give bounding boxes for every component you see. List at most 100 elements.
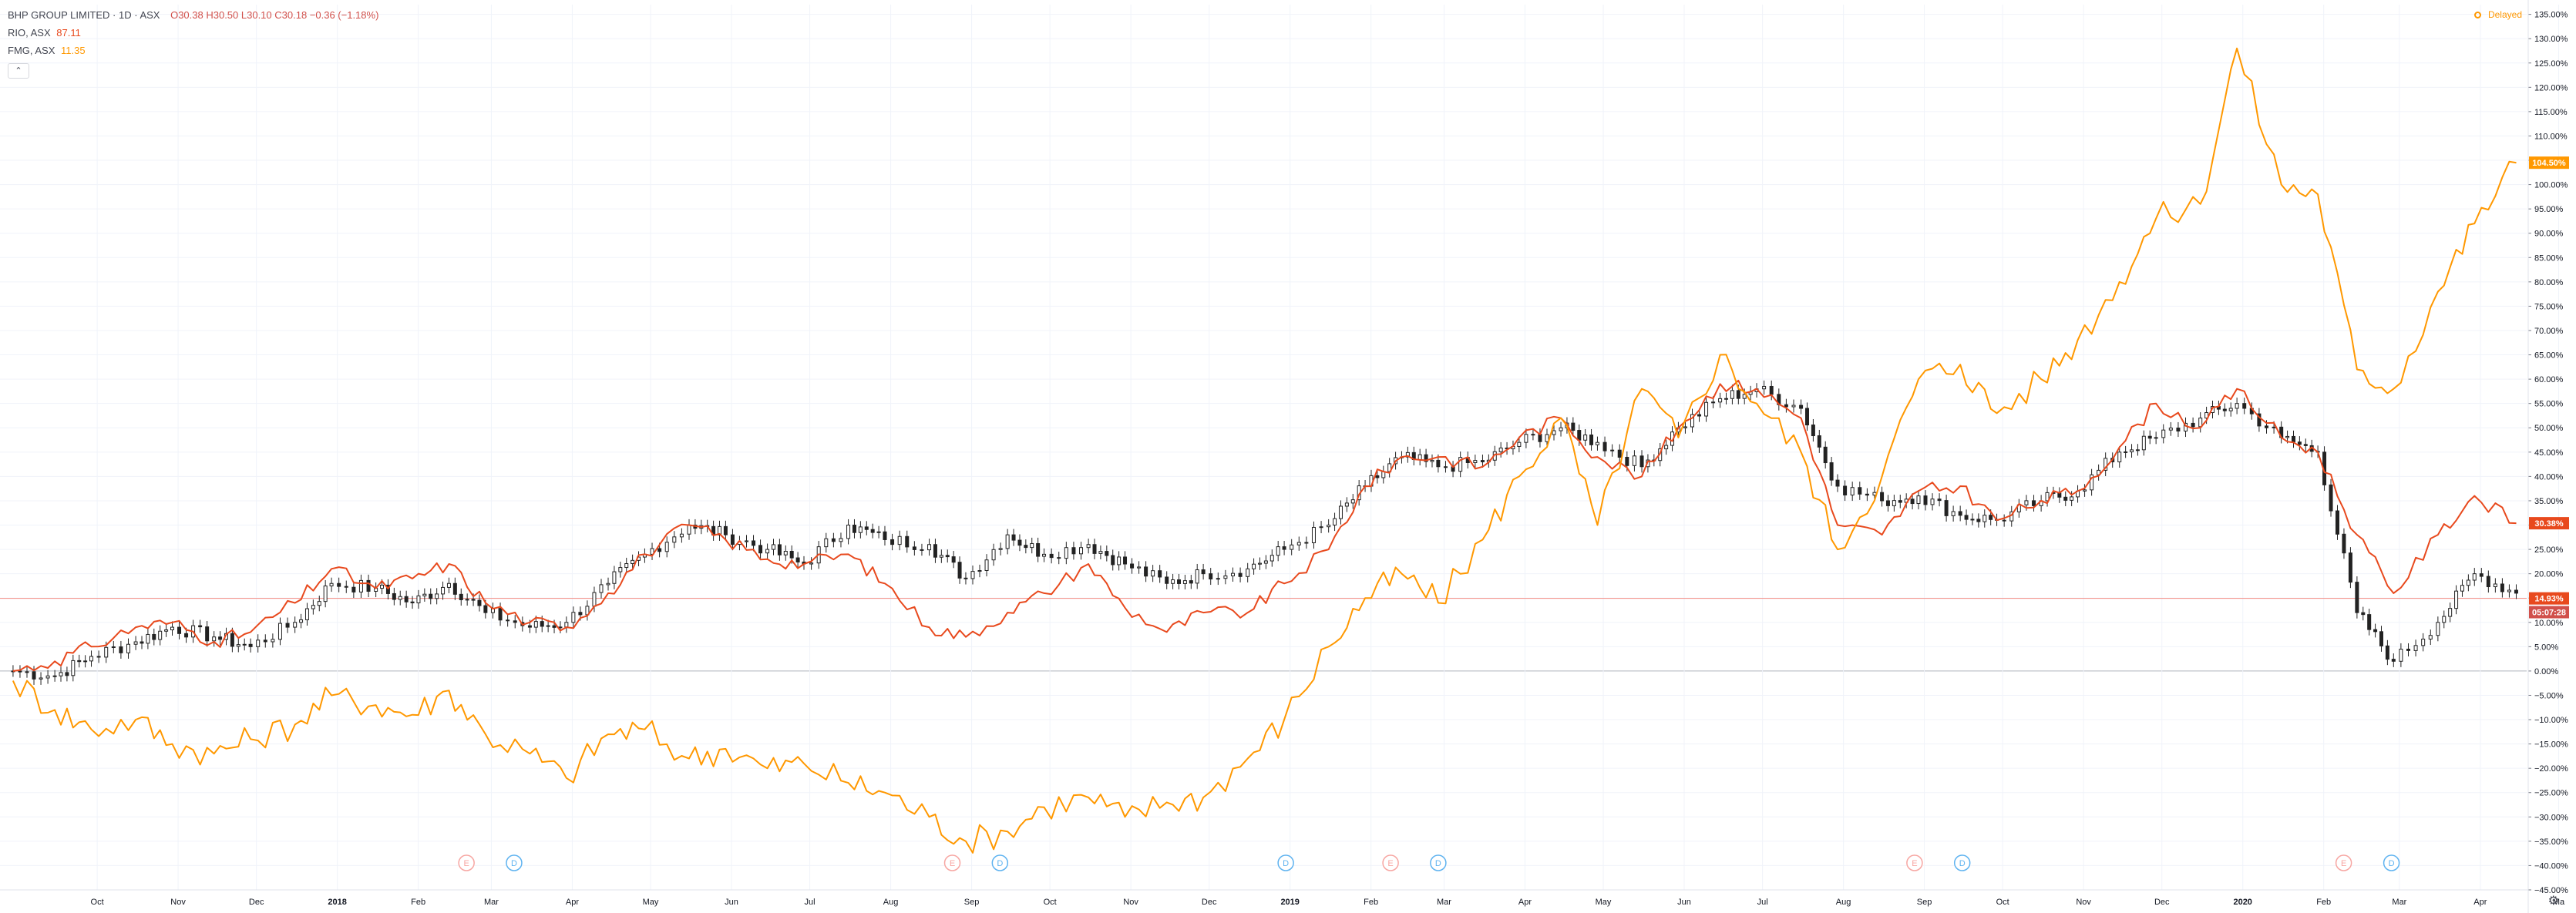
candle-body <box>2342 533 2346 554</box>
x-tick-label: Sep <box>964 898 980 907</box>
candle-body <box>471 599 476 601</box>
candle-body <box>1664 445 1669 450</box>
candle-body <box>765 549 770 554</box>
candle-body <box>2348 552 2352 583</box>
candle-body <box>2291 435 2295 443</box>
candle-body <box>1311 526 1316 543</box>
y-tick-label: 0.00% <box>2534 667 2558 676</box>
x-tick-label: 2018 <box>328 898 346 907</box>
candle-body <box>1276 546 1280 556</box>
candle-body <box>483 605 488 613</box>
candle-body <box>1375 475 1380 478</box>
candle-body <box>392 592 396 600</box>
ohlc-values: O30.38 H30.50 L30.10 C30.18 −0.36 (−1.18… <box>170 9 379 21</box>
chart-series <box>11 47 2518 854</box>
candle-body <box>1602 441 1607 451</box>
candle-body <box>317 601 321 606</box>
candle-body <box>2002 519 2006 522</box>
delayed-icon <box>2473 12 2481 19</box>
candle-body <box>592 592 597 607</box>
candle-body <box>2242 403 2247 409</box>
candle-body <box>1976 519 1981 522</box>
legend-compare-row[interactable]: FMG, ASX 11.35 <box>8 42 378 59</box>
y-tick-label: −25.00% <box>2534 789 2568 798</box>
candle-body <box>1958 511 1962 516</box>
candle-body <box>119 646 123 653</box>
candle-body <box>1092 544 1097 554</box>
candle-body <box>977 570 982 572</box>
candle-body <box>1137 566 1142 569</box>
candle-body <box>2117 451 2122 462</box>
candle-body <box>618 567 623 572</box>
candle-body <box>2436 622 2440 636</box>
compare-symbol-label: FMG, ASX <box>8 45 55 56</box>
candle-body <box>1079 547 1084 555</box>
candle-body <box>271 639 275 643</box>
candle-body <box>2486 576 2490 588</box>
y-tick-label: 45.00% <box>2534 448 2564 458</box>
x-tick-label: Jun <box>1677 898 1691 907</box>
candle-body <box>358 579 363 592</box>
candle-body <box>2367 614 2372 630</box>
candle-body <box>1892 500 1896 506</box>
x-tick-label: Sep <box>1917 898 1932 907</box>
dividend-marker: D <box>991 854 1009 871</box>
candle-body <box>631 559 635 565</box>
compare-value: 87.11 <box>56 27 81 39</box>
candle-body <box>1989 515 1993 520</box>
candle-body <box>957 562 962 579</box>
candle-body <box>1804 408 1809 426</box>
candle-body <box>32 671 36 680</box>
candle-body <box>236 644 240 647</box>
candle-body <box>718 525 722 535</box>
candle-body <box>777 544 782 556</box>
candle-body <box>205 626 210 642</box>
candle-body <box>1791 404 1796 408</box>
candle-body <box>158 630 163 640</box>
candle-body <box>1736 390 1740 399</box>
x-tick-label: Jul <box>805 898 816 907</box>
candle-body <box>2141 435 2146 451</box>
candle-body <box>39 677 43 680</box>
candle-body <box>2135 449 2140 451</box>
candle-body <box>366 579 371 592</box>
candle-body <box>679 533 684 538</box>
candle-body <box>897 535 902 545</box>
candle-body <box>1473 460 1478 464</box>
collapse-legend-button[interactable]: ⌃ <box>8 63 29 79</box>
candle-body <box>230 633 234 647</box>
candle-body <box>2191 422 2195 428</box>
candle-body <box>1898 500 1902 503</box>
legend-main-row[interactable]: BHP GROUP LIMITED · 1D · ASX O30.38 H30.… <box>8 6 378 24</box>
y-tick-label: 90.00% <box>2534 230 2564 239</box>
settings-gear-icon[interactable]: ⚙ <box>2547 895 2559 908</box>
candle-body <box>293 622 298 628</box>
candle-body <box>1086 544 1091 549</box>
candle-body <box>951 556 956 563</box>
candle-body <box>2083 489 2087 492</box>
candle-body <box>1923 495 1928 505</box>
candle-body <box>2272 426 2276 428</box>
candle-body <box>1916 495 1921 505</box>
candle-body <box>398 596 402 600</box>
candle-body <box>650 548 654 555</box>
x-tick-label: Dec <box>249 898 264 907</box>
dividend-marker: D <box>2383 854 2400 871</box>
legend-compare-row[interactable]: RIO, ASX 87.11 <box>8 24 378 42</box>
candle-body <box>242 643 247 646</box>
candle-body <box>1829 462 1834 481</box>
candle-body <box>96 656 101 658</box>
candle-body <box>2264 425 2268 428</box>
candle-body <box>672 536 677 543</box>
candle-body <box>2448 608 2453 617</box>
candle-body <box>1117 556 1122 566</box>
delayed-status[interactable]: Delayed <box>2473 9 2522 20</box>
candle-body <box>277 623 282 640</box>
earnings-marker: E <box>1382 854 1399 871</box>
candle-body <box>687 525 691 535</box>
candle-body <box>771 544 775 550</box>
candle-body <box>1823 446 1828 464</box>
